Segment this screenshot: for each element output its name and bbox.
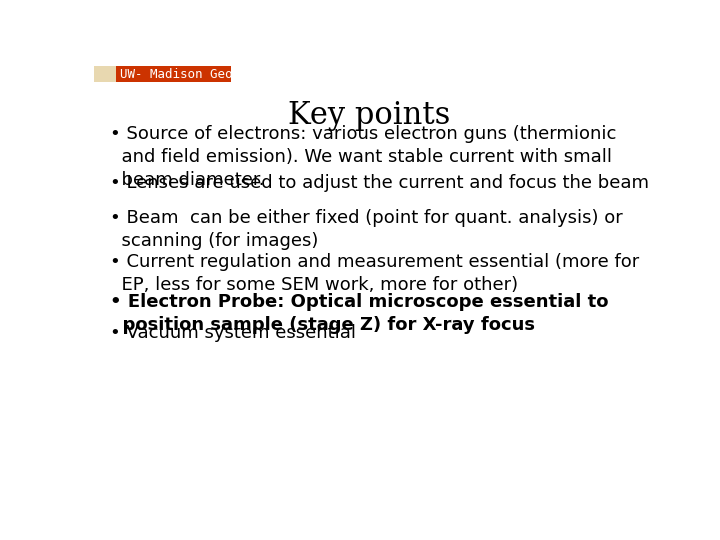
Text: • Beam  can be either fixed (point for quant. analysis) or
  scanning (for image: • Beam can be either fixed (point for qu…: [109, 210, 622, 251]
FancyBboxPatch shape: [94, 66, 116, 82]
Text: • Vacuum system essential: • Vacuum system essential: [109, 324, 356, 342]
Text: • Lenses are used to adjust the current and focus the beam: • Lenses are used to adjust the current …: [109, 174, 649, 192]
Text: • Source of electrons: various electron guns (thermionic
  and field emission). : • Source of electrons: various electron …: [109, 125, 616, 189]
FancyBboxPatch shape: [116, 66, 231, 82]
Text: • Electron Probe: Optical microscope essential to
  position sample (stage Z) fo: • Electron Probe: Optical microscope ess…: [109, 293, 608, 334]
Text: Key points: Key points: [288, 100, 450, 131]
Text: • Current regulation and measurement essential (more for
  EP, less for some SEM: • Current regulation and measurement ess…: [109, 253, 639, 294]
Text: UW- Madison Geology  777: UW- Madison Geology 777: [120, 68, 300, 81]
